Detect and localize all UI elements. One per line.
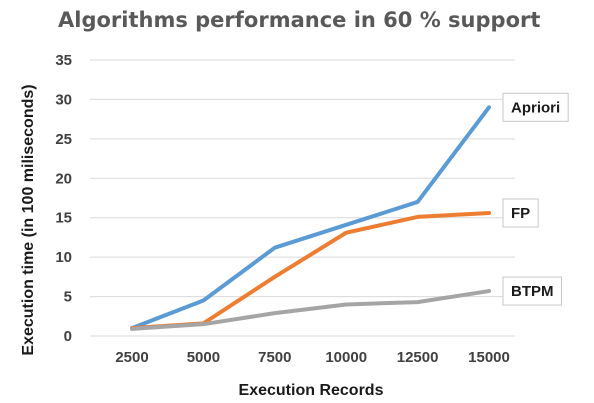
y-tick-label: 20	[55, 170, 72, 187]
y-tick-label: 25	[55, 131, 72, 148]
series-line-apriori	[130, 105, 491, 331]
series-labels: Apriori FP BTPM	[502, 92, 569, 306]
y-tick-label: 5	[64, 289, 72, 306]
chart-title: Algorithms performance in 60 % support	[58, 8, 540, 32]
series-lines	[130, 105, 491, 331]
y-tick-label: 35	[55, 52, 72, 69]
series-line-fp	[130, 210, 491, 331]
x-axis-label: Execution Records	[239, 382, 384, 399]
y-tick-label: 30	[55, 91, 72, 108]
x-tick-label: 12500	[397, 349, 439, 366]
series-label-apriori: Apriori	[502, 92, 569, 122]
series-label-text: BTPM	[511, 283, 554, 300]
x-tick-label: 10000	[325, 349, 367, 366]
series-label-box	[502, 276, 562, 306]
y-tick-label: 0	[64, 328, 72, 345]
x-tick-label: 5000	[187, 349, 220, 366]
x-tick-label: 15000	[468, 349, 510, 366]
series-label-box	[502, 92, 569, 122]
x-axis-ticks: 2500 5000 7500 10000 12500 15000	[115, 349, 510, 366]
series-line-btpm	[130, 289, 491, 331]
series-label-text: Apriori	[511, 99, 560, 116]
gridlines	[90, 59, 515, 337]
series-label-text: FP	[511, 205, 530, 222]
y-tick-label: 10	[55, 249, 72, 266]
x-tick-label: 7500	[258, 349, 291, 366]
x-tick-label: 2500	[115, 349, 148, 366]
y-axis-label: Execution time (in 100 miliseconds)	[20, 84, 37, 355]
y-tick-label: 15	[55, 210, 72, 227]
series-label-box	[502, 198, 539, 228]
y-axis-ticks: 0 5 10 15 20 25 30 35	[55, 52, 72, 345]
series-label-btpm: BTPM	[502, 276, 562, 306]
series-label-fp: FP	[502, 198, 539, 228]
